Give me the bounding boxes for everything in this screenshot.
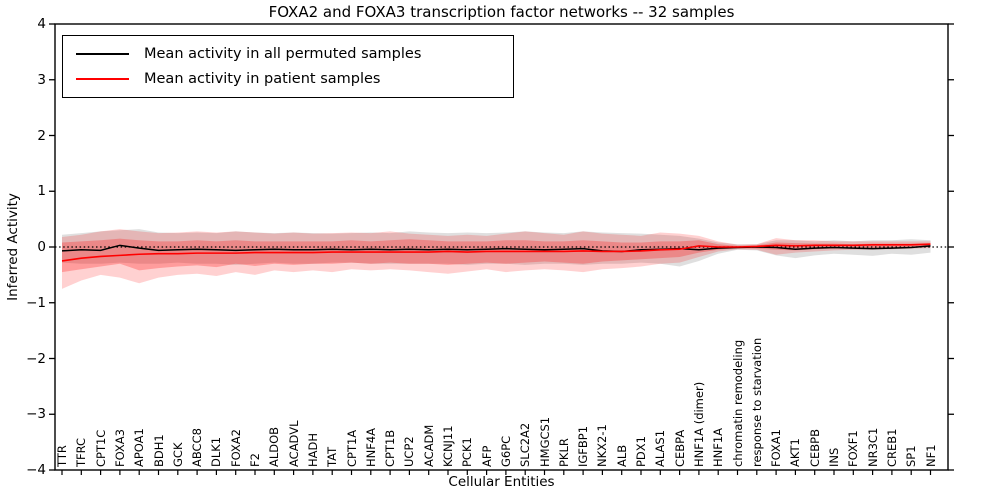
x-tick-label: NF1: [923, 444, 938, 467]
y-tick-label: 3: [37, 71, 46, 88]
band-patient-range-outer: [62, 229, 931, 289]
x-tick-label: HNF1A (dimer): [691, 381, 706, 467]
x-tick-label: AKT1: [788, 438, 803, 467]
x-tick-label: PDX1: [634, 436, 648, 467]
y-tick-label: −3: [26, 406, 46, 423]
series-line-permuted: [61, 244, 931, 253]
x-tick-label: HADH: [305, 432, 320, 467]
x-tick-label: CREB1: [884, 428, 899, 468]
legend-line-patient-swatch: [76, 78, 129, 81]
x-tick-label: IGFBP1: [576, 425, 591, 467]
x-tick-label: PKLR: [556, 438, 571, 467]
legend-line-permuted-swatch: [76, 52, 129, 55]
x-tick-label: ALAS1: [653, 429, 668, 467]
y-tick-label: −1: [26, 294, 46, 311]
x-tick-label: CPT1C: [93, 429, 108, 467]
x-tick-label: INS: [827, 447, 841, 467]
x-tick-label: CPT1A: [344, 429, 359, 467]
x-tick-label: CPT1B: [383, 429, 398, 467]
x-tick-label: AFP: [479, 445, 494, 467]
x-tick-label: ACADVL: [286, 420, 301, 468]
x-tick-label: UCP2: [402, 436, 417, 467]
legend-item-permuted: Mean activity in all permuted samples: [63, 46, 513, 62]
x-tick-label: chromatin remodeling: [730, 339, 745, 467]
x-tick-label: APOA1: [132, 428, 147, 467]
band-permuted-range: [62, 229, 931, 267]
x-axis-label: Cellular Entities: [448, 474, 555, 490]
legend-label-patient: Mean activity in patient samples: [144, 71, 381, 88]
x-tick-label: BDH1: [151, 434, 166, 467]
x-tick-label: NR3C1: [865, 427, 880, 467]
x-tick-label: FOXA3: [112, 429, 127, 467]
y-tick-label: 1: [37, 183, 46, 200]
x-tick-label: FOXF1: [846, 430, 861, 467]
x-tick-label: response to starvation: [749, 337, 764, 467]
x-tick-label: NKX2-1: [595, 424, 610, 467]
x-tick-label: F2: [248, 453, 262, 467]
x-tick-label: DLK1: [209, 436, 224, 467]
x-tick-label: HMGCS1: [537, 416, 552, 467]
x-tick-label: GCK: [170, 442, 185, 467]
x-tick-label: CEBPA: [672, 429, 687, 467]
x-tick-label: PCK1: [460, 437, 475, 467]
x-tick-label: HNF1A: [711, 427, 726, 467]
y-tick-label: 2: [37, 127, 46, 144]
chart-title: FOXA2 and FOXA3 transcription factor net…: [268, 3, 735, 21]
legend-label-permuted: Mean activity in all permuted samples: [144, 45, 422, 62]
y-tick-label: −2: [26, 350, 46, 367]
x-tick-label: ALDOB: [267, 426, 282, 467]
x-tick-label: TFRC: [74, 437, 89, 467]
x-tick-label: TAT: [325, 446, 340, 467]
x-tick-label: HNF4A: [363, 427, 378, 467]
x-tick-label: ALB: [614, 444, 629, 467]
x-tick-label: ABCC8: [190, 428, 205, 467]
x-tick-label: CEBPB: [807, 428, 822, 467]
x-tick-label: FOXA2: [228, 429, 243, 467]
x-tick-label: SLC2A2: [518, 422, 533, 467]
series-line-patient: [61, 243, 931, 262]
x-tick-label: TTR: [55, 445, 69, 467]
y-tick-label: 4: [37, 16, 46, 32]
legend: Mean activity in all permuted samples Me…: [62, 35, 514, 98]
x-tick-label: SP1: [904, 445, 919, 467]
y-tick-label: 0: [37, 239, 46, 255]
x-tick-label: FOXA1: [769, 429, 784, 467]
x-tick-label: KCNJ11: [441, 425, 455, 467]
x-tick-label: ACADM: [421, 424, 436, 467]
x-tick-label: G6PC: [498, 435, 513, 467]
legend-item-patient: Mean activity in patient samples: [63, 71, 513, 87]
y-tick-label: −4: [26, 462, 46, 478]
